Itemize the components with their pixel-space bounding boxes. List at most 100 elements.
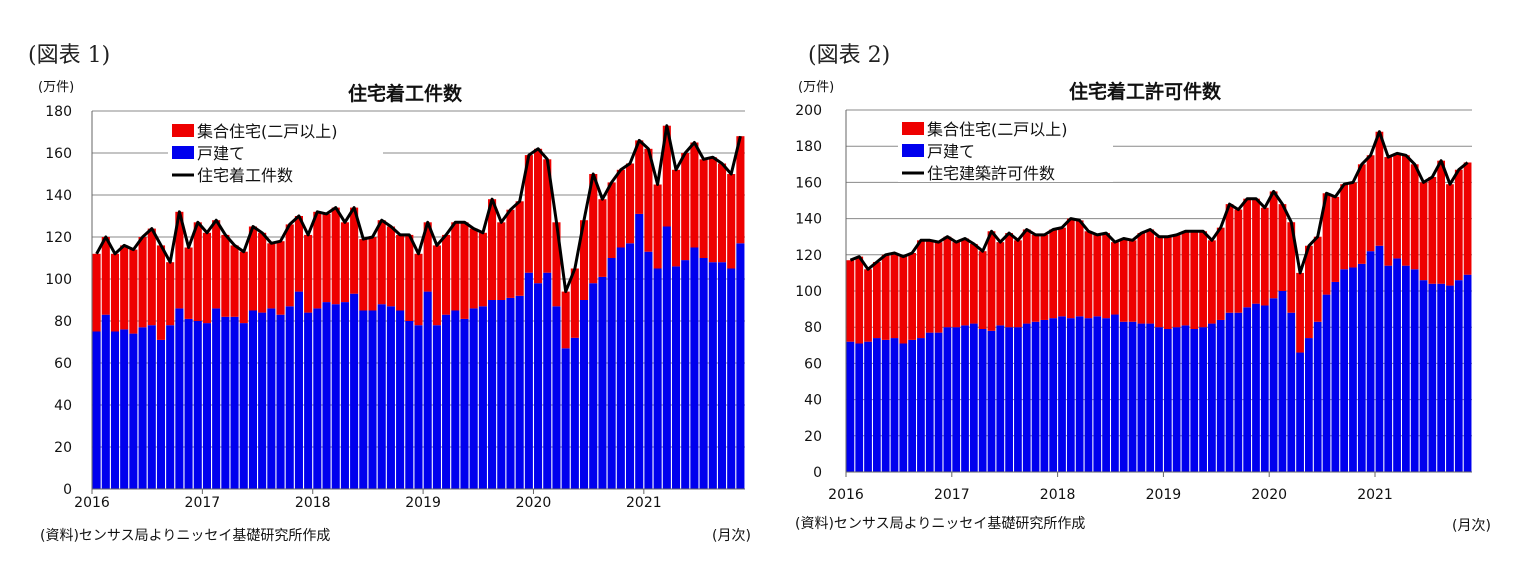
bar-segment [727,174,736,269]
bar-segment [872,338,881,472]
bar-segment [1366,251,1375,472]
bar-segment [727,268,736,489]
chart-title: 住宅着工許可件数 [1069,80,1222,103]
bar-segment [969,323,978,472]
y-tick-label: 0 [63,482,72,498]
bar-segment [589,174,598,284]
bar-segment [598,199,607,277]
bar-segment [1331,196,1340,282]
bar-segment [460,318,469,489]
bar-segment [1137,323,1146,472]
bar-segment [202,232,212,324]
bar-segment [423,291,432,489]
y-tick-label: 60 [54,356,72,372]
bar-segment [1058,316,1066,472]
bar-segment [1357,263,1366,472]
bar-segment [1040,234,1049,320]
bar-segment [1005,233,1013,328]
bar-segment [681,153,690,261]
x-tick-label: 2017 [185,495,221,511]
y-tick-label: 140 [45,188,72,204]
bar-segment [432,325,441,489]
bar-segment [1428,283,1437,472]
bar-segment [1014,240,1022,328]
bar-segment [1269,191,1278,299]
bar-segment [1463,274,1472,472]
bar-segment [1401,155,1410,266]
bar-segment [1102,318,1110,472]
y-tick-label: 0 [813,465,822,481]
bar-segment [184,318,193,489]
bar-segment [478,232,487,307]
bar-segment [377,220,386,305]
y-tick-label: 20 [54,440,72,456]
bar-segment [1066,318,1075,472]
bar-segment [934,332,943,472]
bar-segment [1428,176,1437,284]
bar-segment [515,201,524,296]
bar-segment [534,148,543,284]
bar-segment [92,331,101,489]
bar-segment [267,308,276,489]
y-tick-label: 160 [795,175,822,191]
bar-segment [917,338,925,472]
bar-segment [671,266,681,489]
x-tick-label: 2017 [934,487,970,503]
bar-segment [1172,327,1181,472]
bar-segment [943,327,952,472]
bar-segment [690,247,699,489]
bar-segment [1454,169,1463,281]
bar-segment [1225,312,1234,472]
bar-segment [1437,283,1446,472]
bar-segment [552,222,561,307]
bar-segment [340,302,349,489]
bar-segment [202,323,212,489]
bar-segment [1181,325,1190,472]
bar-segment [304,234,313,313]
bar-segment [543,272,552,489]
bar-segment [1093,316,1102,472]
bar-segment [917,240,925,339]
bar-segment [1252,198,1260,304]
bar-segment [1357,164,1366,264]
bar-segment [129,249,138,334]
bar-segment [248,310,257,489]
bar-segment [846,341,855,472]
bar-segment [1313,321,1322,472]
bar-segment [708,262,717,489]
bar-segment [1349,182,1357,268]
bar-segment [110,253,120,332]
bar-segment [92,253,101,332]
figure-label: (図表 2) [808,43,890,68]
bar-segment [368,237,377,311]
bar-segment [890,252,899,339]
bar-segment [635,213,644,489]
bar-segment [451,222,460,311]
bar-segment [1393,258,1401,472]
bar-segment [350,207,359,294]
bar-segment [1375,131,1384,246]
bar-segment [1146,229,1155,324]
source-note: (資料)センサス局よりニッセイ基礎研究所作成 [40,527,330,544]
bar-segment [414,325,423,489]
bar-segment [1084,318,1093,472]
bar-segment [881,254,890,340]
bar-segment [138,327,147,489]
bar-segment [1366,155,1375,252]
bar-segment [1208,323,1216,472]
total-line [849,130,1469,275]
bar-segment [644,148,653,252]
bar-segment [322,213,331,303]
bar-segment [423,222,432,292]
bar-segment [432,245,441,326]
bar-segment [1031,234,1040,322]
legend-label: 住宅建築許可件数 [927,164,1055,183]
bar-segment [1446,184,1454,286]
bar-segment [662,226,671,489]
bar-segment [1199,231,1207,328]
bar-segment [212,220,221,309]
bar-segment [717,163,727,263]
bar-segment [1305,338,1313,472]
total-line [95,124,742,294]
bar-segment [1128,321,1137,472]
